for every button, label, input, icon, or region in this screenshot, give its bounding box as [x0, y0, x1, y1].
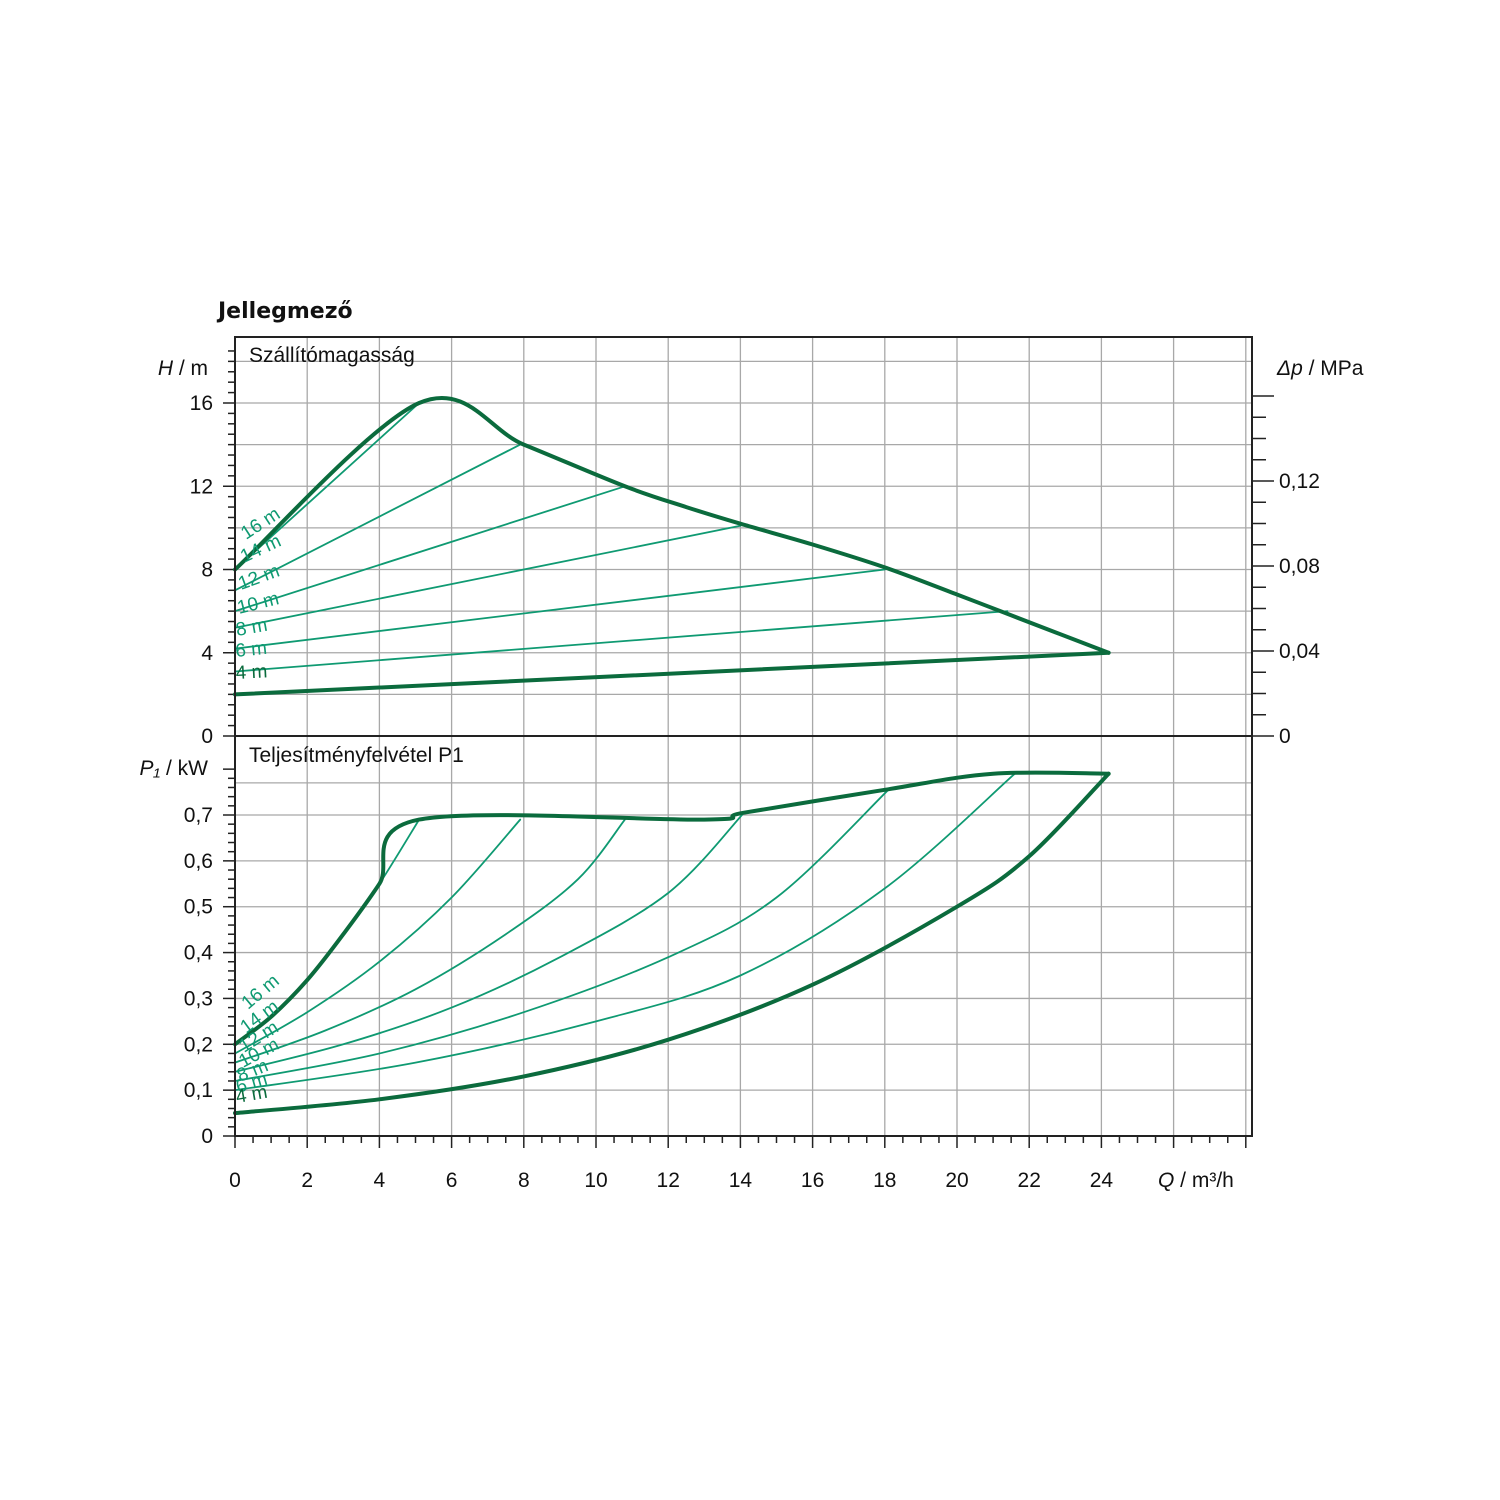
power-curve-line — [234, 818, 522, 1055]
right-axis-label: Δp / MPa — [1276, 357, 1364, 380]
x-tick-label: 24 — [1090, 1169, 1114, 1192]
y-axis-label-power-unit: / kW — [166, 757, 208, 780]
right-axis-label-symbol: Δp — [1276, 357, 1309, 380]
y-tick-label-head: 16 — [190, 392, 213, 415]
x-tick-label: 0 — [229, 1169, 241, 1192]
head-curve-label: 4 m — [235, 661, 268, 684]
x-tick-label: 20 — [945, 1169, 968, 1192]
y-tick-label-power: 0,1 — [184, 1079, 213, 1102]
labels: 0 2 4 6 8 10 12 14 16 18 20 22 24048121600,040,080,1… — [140, 344, 1364, 1192]
x-tick-label: 14 — [729, 1169, 753, 1192]
head-curve-line — [234, 485, 626, 612]
y-tick-label-power: 0,4 — [184, 942, 214, 965]
power-curve-line — [234, 772, 1110, 1114]
head-curve-line — [234, 524, 742, 629]
head-min-envelope — [233, 650, 1111, 697]
chart-title: Jellegmező — [216, 299, 353, 324]
head-curve-label: 6 m — [234, 638, 268, 662]
x-tick-label: 10 — [584, 1169, 607, 1192]
x-tick-label: 16 — [801, 1169, 824, 1192]
y-axis-label-head: H / m — [158, 357, 208, 380]
y-axis-label-head-unit: / m — [179, 357, 208, 380]
power-curve-label: 4 m — [234, 1082, 269, 1108]
y-tick-label-power: 0,3 — [184, 987, 213, 1010]
right-tick-label-dp: 0,12 — [1279, 470, 1320, 493]
right-axis-label-unit: / MPa — [1309, 357, 1364, 380]
y-axis-label-head-symbol: H — [158, 357, 179, 380]
y-tick-label-head: 0 — [201, 725, 213, 748]
axis-ticks — [223, 350, 1274, 1148]
head-max-envelope — [233, 395, 1111, 655]
head-curve-line — [234, 568, 886, 650]
power-panel-title: Teljesítményfelvétel P1 — [249, 744, 464, 767]
x-tick-label: 6 — [446, 1169, 458, 1192]
right-tick-label-dp: 0 — [1279, 725, 1291, 748]
y-tick-label-head: 12 — [190, 475, 213, 498]
x-tick-label: 18 — [873, 1169, 896, 1192]
x-axis-label-symbol: Q — [1158, 1169, 1180, 1192]
y-axis-label-power: P₁ / kW — [140, 757, 209, 780]
power-curve-line — [234, 772, 1016, 1091]
y-tick-label-power: 0,5 — [184, 896, 213, 919]
power-max-envelope — [233, 770, 1111, 1047]
right-tick-label-dp: 0,04 — [1279, 640, 1320, 663]
power-curve-line — [234, 818, 626, 1064]
right-tick-label-dp: 0,08 — [1279, 555, 1320, 578]
head-curve-line — [234, 610, 1009, 673]
curves — [233, 395, 1111, 1116]
y-tick-label-power: 0 — [201, 1125, 213, 1148]
x-tick-label: 8 — [518, 1169, 530, 1192]
head-curve-line — [234, 443, 522, 592]
x-axis-label: Q / m³/h — [1158, 1169, 1234, 1192]
y-tick-label-power: 0,2 — [184, 1033, 213, 1056]
y-axis-label-power-symbol: P₁ — [140, 757, 166, 780]
power-min-envelope — [233, 771, 1111, 1116]
x-tick-label: 12 — [657, 1169, 680, 1192]
y-tick-label-head: 4 — [201, 642, 213, 665]
x-tick-label: 2 — [301, 1169, 313, 1192]
x-tick-label: 22 — [1018, 1169, 1041, 1192]
y-tick-label-head: 8 — [201, 559, 213, 582]
power-curve-line — [234, 788, 890, 1082]
x-tick-label: 4 — [374, 1169, 386, 1192]
y-tick-label-power: 0,7 — [184, 804, 213, 827]
x-axis-label-unit: / m³/h — [1180, 1169, 1234, 1192]
y-tick-label-power: 0,6 — [184, 850, 213, 873]
head-panel-title: Szállítómagasság — [249, 344, 415, 367]
power-curve-line — [234, 811, 745, 1073]
